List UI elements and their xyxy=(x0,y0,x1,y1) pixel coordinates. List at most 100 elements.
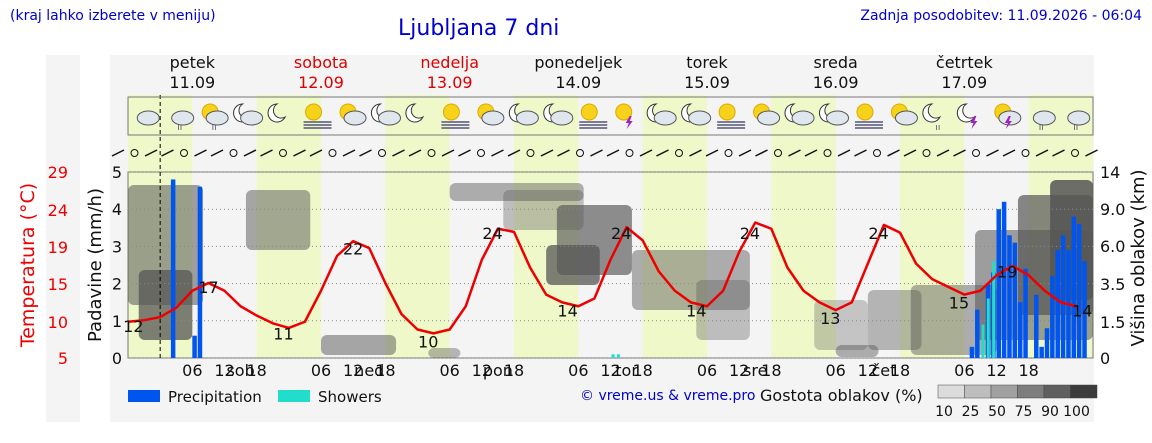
temperature-label: 14 xyxy=(686,301,706,320)
temperature-tick: 5 xyxy=(58,349,68,368)
precipitation-bar xyxy=(197,186,203,358)
day-axis-label: tor xyxy=(615,361,638,380)
hour-tick-label: 06 xyxy=(439,361,459,380)
day-axis-label: sob xyxy=(226,361,254,380)
wind-barb-icon xyxy=(788,149,801,157)
wind-barb-icon xyxy=(111,149,125,157)
wind-barb-icon xyxy=(936,149,950,157)
moon-icon xyxy=(267,103,287,123)
hour-tick-label: 06 xyxy=(182,361,202,380)
cloud-height-tick: 14 xyxy=(1100,163,1120,182)
cloud-density-label: Gostota oblakov (%) xyxy=(760,386,923,405)
moon-rain-icon: ıı xyxy=(922,103,942,133)
hour-tick-label: 12 xyxy=(214,361,234,380)
credit-link[interactable]: © vreme.us & vreme.pro xyxy=(580,388,756,404)
temperature-label: 11 xyxy=(273,325,293,344)
temperature-tick: 10 xyxy=(48,313,68,332)
wind-barb-icon xyxy=(557,149,570,157)
day-name: nedelja xyxy=(420,53,479,72)
precipitation-bar xyxy=(1012,242,1018,358)
temperature-label: 15 xyxy=(949,294,969,313)
wind-barb-icon xyxy=(590,149,603,157)
calm-wind-icon xyxy=(378,149,386,157)
location-hint[interactable]: (kraj lahko izberete v meniju) xyxy=(10,8,216,24)
precip-tick: 2 xyxy=(112,275,122,294)
calm-wind-icon xyxy=(823,149,832,157)
wind-barb-icon xyxy=(656,149,669,157)
wind-barb-icon xyxy=(903,149,917,157)
day-axis-label: sre xyxy=(743,361,767,380)
temperature-label: 14 xyxy=(557,301,577,320)
cloud-density-tick: 25 xyxy=(962,404,980,420)
day-name: četrtek xyxy=(936,53,994,72)
moon-cloud-icon xyxy=(543,103,574,126)
last-updated: Zadnja posodobitev: 11.09.2026 - 06:04 xyxy=(860,8,1142,24)
precipitation-bar xyxy=(1060,235,1066,358)
calm-wind-icon xyxy=(724,149,733,157)
cloud-rain-icon: ıı xyxy=(1032,110,1056,133)
day-axis-label: pon xyxy=(483,361,513,380)
moon-icon xyxy=(405,103,425,123)
sun-cloud-rain-icon: ıı xyxy=(201,103,229,133)
calm-wind-icon xyxy=(180,149,188,157)
precipitation-bar xyxy=(1034,294,1039,358)
hour-tick-label: 18 xyxy=(1018,361,1038,380)
wind-barb-icon xyxy=(705,149,719,157)
moon-storm-icon xyxy=(956,103,978,129)
temperature-label: 24 xyxy=(868,224,888,243)
temperature-label: 24 xyxy=(740,224,760,243)
wind-barb-icon xyxy=(359,149,372,157)
precipitation-bar xyxy=(1044,328,1050,358)
temperature-label: 22 xyxy=(343,239,363,258)
hour-tick-label: 18 xyxy=(246,361,266,380)
day-axis-label: čet xyxy=(871,361,896,380)
hour-tick-label: 06 xyxy=(568,361,588,380)
wind-barb-icon xyxy=(260,149,273,157)
cloud-density-cell xyxy=(449,183,584,201)
wind-barb-icon xyxy=(854,149,867,157)
temperature-label: 10 xyxy=(418,332,438,351)
daylight-band xyxy=(771,95,836,358)
legend-swatch xyxy=(128,390,160,402)
hour-tick-label: 18 xyxy=(890,361,910,380)
hour-tick-label: 18 xyxy=(761,361,781,380)
cloud-density-cell xyxy=(814,300,868,350)
moon-cloud-icon xyxy=(681,103,712,126)
day-date: 15.09 xyxy=(684,73,730,92)
showers-bar xyxy=(611,354,615,358)
wind-barb-icon xyxy=(804,149,818,157)
temperature-label: 24 xyxy=(611,224,631,243)
cloudy-rain-icon: ıı xyxy=(171,110,195,133)
cloud-density-tick: 90 xyxy=(1041,404,1059,420)
wind-barb-icon xyxy=(392,149,405,157)
svg-text:ıı: ıı xyxy=(1039,123,1044,133)
calm-wind-icon xyxy=(972,149,980,157)
wind-barb-icon xyxy=(210,149,224,157)
wind-barb-icon xyxy=(161,149,174,157)
moon-cloud-icon xyxy=(370,103,401,126)
cloud-density-tick: 100 xyxy=(1063,404,1090,420)
precipitation-bar xyxy=(1082,261,1087,358)
cloud-height-tick: 0 xyxy=(1100,349,1110,368)
day-name: petek xyxy=(170,53,216,72)
day-axis-label: ned xyxy=(354,361,384,380)
sun-fog-icon xyxy=(441,103,470,129)
cloud-density-swatch xyxy=(990,384,1018,399)
precipitation-bar xyxy=(1076,224,1082,358)
temperature-label: 13 xyxy=(820,309,840,328)
cloud-density-tick: 10 xyxy=(935,404,953,420)
precipitation-bar xyxy=(969,346,975,358)
wind-barb-icon xyxy=(309,149,323,157)
calm-wind-icon xyxy=(1021,149,1030,157)
hour-tick-label: 12 xyxy=(729,361,749,380)
svg-text:ıı: ıı xyxy=(1073,123,1078,133)
temperature-label: 14 xyxy=(1072,301,1092,320)
wind-barb-icon xyxy=(1002,149,1016,157)
wind-barb-icon xyxy=(738,149,752,157)
calm-wind-icon xyxy=(1071,149,1079,157)
legend-label: Showers xyxy=(318,388,382,406)
precipitation-bar xyxy=(975,309,980,358)
wind-barb-icon xyxy=(540,149,554,157)
cloud-density-tick: 50 xyxy=(988,404,1006,420)
precipitation-bar xyxy=(192,335,197,358)
